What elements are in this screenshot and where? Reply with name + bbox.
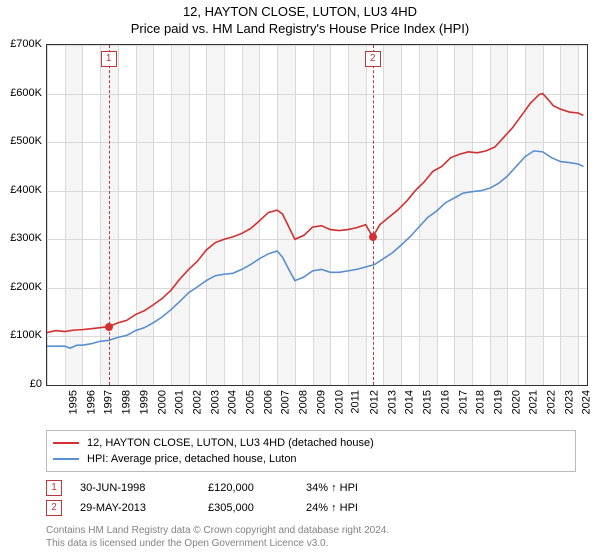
series-line-hpi xyxy=(47,151,583,348)
legend-event-row: 1 30-JUN-1998 £120,000 34% ↑ HPI xyxy=(46,478,576,498)
legend-series-label: HPI: Average price, detached house, Luto… xyxy=(87,451,297,467)
legend-event-date: 30-JUN-1998 xyxy=(80,478,190,498)
x-axis-label: 2020 xyxy=(510,390,522,414)
y-axis-label: £400K xyxy=(2,184,42,196)
footnote-line-1: Contains HM Land Registry data © Crown c… xyxy=(46,524,576,537)
x-axis-label: 2009 xyxy=(315,390,327,414)
series-line-price_paid xyxy=(47,94,583,333)
chart-container: 12, HAYTON CLOSE, LUTON, LU3 4HD Price p… xyxy=(0,0,600,560)
x-axis-label: 2012 xyxy=(368,390,380,414)
y-axis-label: £300K xyxy=(2,232,42,244)
x-axis-label: 2023 xyxy=(563,390,575,414)
x-axis-label: 2008 xyxy=(298,390,310,414)
x-axis-label: 2016 xyxy=(439,390,451,414)
x-axis-label: 2022 xyxy=(546,390,558,414)
legend-event-delta: 34% ↑ HPI xyxy=(306,478,396,498)
x-axis-label: 2004 xyxy=(227,390,239,414)
legend-event-date: 29-MAY-2013 xyxy=(80,498,190,518)
legend-series-row: 12, HAYTON CLOSE, LUTON, LU3 4HD (detach… xyxy=(53,435,569,451)
x-axis-label: 2010 xyxy=(333,390,345,414)
legend-event-number: 1 xyxy=(46,480,62,496)
x-axis-label: 2024 xyxy=(581,390,593,414)
x-axis-label: 2017 xyxy=(457,390,469,414)
y-axis-label: £700K xyxy=(2,38,42,50)
legend-events: 1 30-JUN-1998 £120,000 34% ↑ HPI 2 29-MAY-201… xyxy=(46,478,576,518)
legend-series-row: HPI: Average price, detached house, Luto… xyxy=(53,451,569,467)
x-axis-label: 2021 xyxy=(528,390,540,414)
x-axis-label: 1995 xyxy=(67,390,79,414)
legend-event-price: £120,000 xyxy=(208,478,288,498)
x-axis-label: 2018 xyxy=(475,390,487,414)
x-axis-label: 2003 xyxy=(209,390,221,414)
x-axis-label: 1999 xyxy=(138,390,150,414)
chart-subtitle: Price paid vs. HM Land Registry's House … xyxy=(0,21,600,36)
x-axis-label: 2001 xyxy=(174,390,186,414)
x-axis-label: 2014 xyxy=(404,390,416,414)
legend-event-row: 2 29-MAY-2013 £305,000 24% ↑ HPI xyxy=(46,498,576,518)
x-axis-label: 2015 xyxy=(422,390,434,414)
x-axis-label: 2007 xyxy=(280,390,292,414)
legend-event-delta: 24% ↑ HPI xyxy=(306,498,396,518)
x-axis-label: 2000 xyxy=(156,390,168,414)
y-axis-label: £100K xyxy=(2,329,42,341)
chart-title: 12, HAYTON CLOSE, LUTON, LU3 4HD xyxy=(0,4,600,19)
footnote-line-2: This data is licensed under the Open Gov… xyxy=(46,537,576,550)
legend-series-label: 12, HAYTON CLOSE, LUTON, LU3 4HD (detach… xyxy=(87,435,374,451)
event-marker-line xyxy=(373,45,374,385)
x-axis-label: 2005 xyxy=(245,390,257,414)
footnote: Contains HM Land Registry data © Crown c… xyxy=(46,524,576,550)
x-axis-label: 1996 xyxy=(85,390,97,414)
series-svg xyxy=(47,45,587,385)
x-axis-label: 1998 xyxy=(121,390,133,414)
titles-block: 12, HAYTON CLOSE, LUTON, LU3 4HD Price p… xyxy=(0,0,600,36)
legend-event-number: 2 xyxy=(46,500,62,516)
y-axis-label: £600K xyxy=(2,87,42,99)
event-marker-number: 2 xyxy=(365,51,381,67)
x-axis-label: 1997 xyxy=(103,390,115,414)
legend-swatch xyxy=(53,442,79,444)
event-marker-dot xyxy=(105,323,113,331)
legend-series-box: 12, HAYTON CLOSE, LUTON, LU3 4HD (detach… xyxy=(46,430,576,472)
event-marker-line xyxy=(109,45,110,385)
legend-swatch xyxy=(53,458,79,460)
y-axis-label: £200K xyxy=(2,281,42,293)
x-axis-label: 2006 xyxy=(262,390,274,414)
legend-block: 12, HAYTON CLOSE, LUTON, LU3 4HD (detach… xyxy=(46,430,576,550)
y-axis-label: £500K xyxy=(2,135,42,147)
event-marker-dot xyxy=(369,233,377,241)
plot-area: 12 xyxy=(46,44,588,386)
x-axis-label: 2013 xyxy=(386,390,398,414)
x-axis-label: 2019 xyxy=(492,390,504,414)
y-axis-label: £0 xyxy=(2,378,42,390)
x-axis-label: 2002 xyxy=(191,390,203,414)
x-axis-label: 2011 xyxy=(350,390,362,414)
legend-event-price: £305,000 xyxy=(208,498,288,518)
event-marker-number: 1 xyxy=(101,51,117,67)
